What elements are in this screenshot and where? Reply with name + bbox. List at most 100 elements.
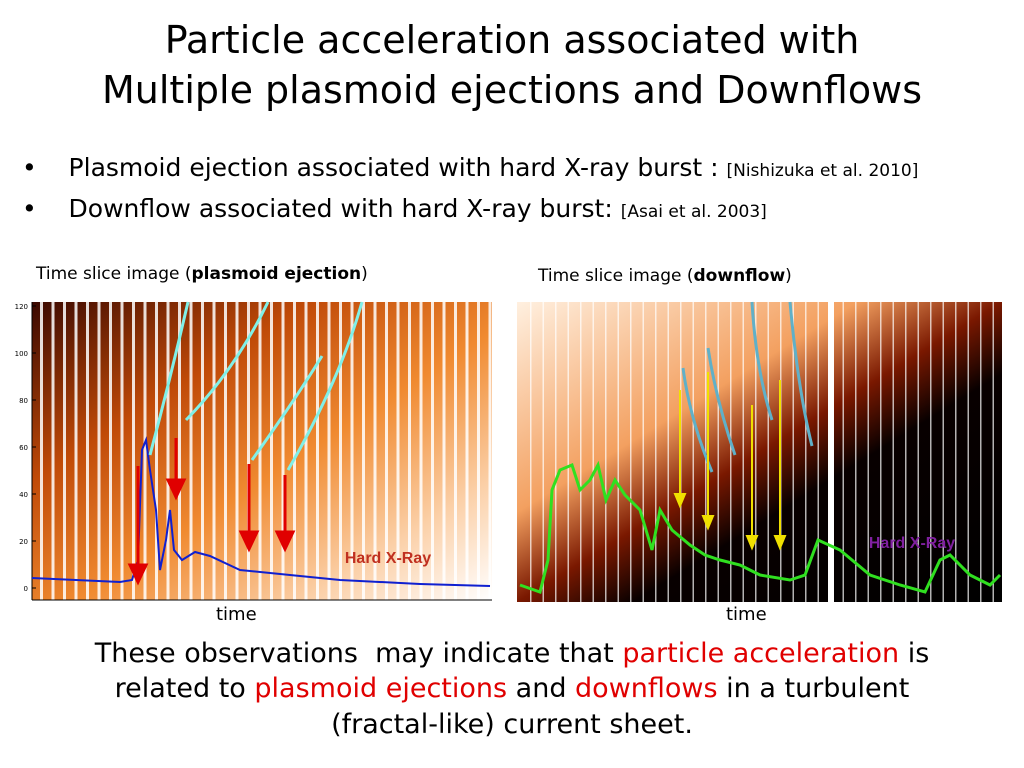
axis-label: time [726,604,767,625]
conclusion-line: These observations may indicate that par… [0,638,1024,669]
text: These observations may indicate that [94,638,623,669]
conclusion-line: (fractal-like) current sheet. [0,709,1024,740]
ejection-trace [286,301,364,471]
downflow-trace [706,347,737,456]
y-tick-label: 120 [15,303,28,311]
caption: Time slice image (plasmoid ejection) [36,264,368,284]
text: related to [114,673,255,704]
bullet: • Downflow associated with hard X-ray bu… [22,194,767,223]
y-tick-label: 20 [19,538,28,546]
stripe [880,302,882,602]
bullet: • Plasmoid ejection associated with hard… [22,153,919,182]
stripe [967,302,969,602]
stripe [385,302,388,600]
highlight-text: downflows [575,673,718,704]
stripe [454,302,457,600]
stripe [350,302,354,600]
stripe [143,302,147,600]
caption-text: ) [785,266,792,286]
stripe [892,302,894,602]
stripe [842,302,844,602]
stripe [120,302,124,600]
stripe [542,302,544,602]
stripe [304,302,308,600]
title-line: Particle acceleration associated with [164,18,860,62]
stripe [63,302,66,600]
reference: [Asai et al. 2003] [620,202,767,222]
y-tick-label: 0 [24,585,28,593]
curve-label: Hard X-Ray [869,535,955,552]
caption-bold: plasmoid ejection [191,264,362,284]
stripe [442,302,446,600]
ejection-trace [250,355,324,461]
text: in a turbulent [717,673,910,704]
y-tick-label: 100 [15,350,28,358]
stripe [692,302,694,602]
stripe [247,302,250,600]
stripe [992,302,994,602]
stripe [805,302,807,602]
arrow-head [165,478,187,501]
stripe [373,302,377,600]
stripe [86,302,89,600]
conclusion-line: related to plasmoid ejections and downfl… [0,673,1024,704]
stripe [408,302,411,600]
text: is [899,638,930,669]
stripe [705,302,707,602]
arrow-head [773,535,787,551]
stripe [488,302,492,600]
stripe [316,302,319,600]
stripe [930,302,932,602]
stripe [477,302,480,600]
stripe [74,302,78,600]
stripe [942,302,944,602]
stripe [97,302,101,600]
y-tick-label: 40 [19,491,28,499]
stripe [327,302,331,600]
stripe [980,302,982,602]
image-bg [517,302,1002,602]
caption-bold: downflow [693,266,786,286]
text: and [507,673,576,704]
plasmoid-image: Hard X-Ray 0 20 40 60 80 100 120 [15,301,492,601]
stripe [717,302,719,602]
stripe [567,302,569,602]
arrow-head [238,530,260,553]
caption-text: Time slice image ( [538,266,694,286]
stripe [178,302,181,600]
y-tick-label: 60 [19,444,28,452]
stripe [555,302,557,602]
stripe [270,302,273,600]
stripe [530,302,532,602]
stripe [431,302,434,600]
stripe [293,302,296,600]
arrow-head [673,493,687,509]
stripe [730,302,732,602]
stripe [224,302,227,600]
stripe [109,302,112,600]
stripe [630,302,632,602]
image-bg [32,302,492,600]
stripe [189,302,193,600]
stripe [396,302,400,600]
stripe [867,302,869,602]
caption: Time slice image (downflow) [538,266,792,286]
stripe [855,302,857,602]
stripe [617,302,619,602]
stripe [905,302,907,602]
stripe [642,302,644,602]
stripe [792,302,794,602]
ejection-trace [184,301,270,422]
stripe [955,302,957,602]
stripe [755,302,757,602]
stripe [281,302,285,600]
bullet-text: Plasmoid ejection associated with hard X… [68,153,719,182]
y-tick-label: 80 [19,397,28,405]
ejection-trace [148,301,190,456]
stripe [465,302,469,600]
curve-label: Hard X-Ray [345,550,431,567]
axis-label: time [216,604,257,625]
stripe [40,302,43,600]
